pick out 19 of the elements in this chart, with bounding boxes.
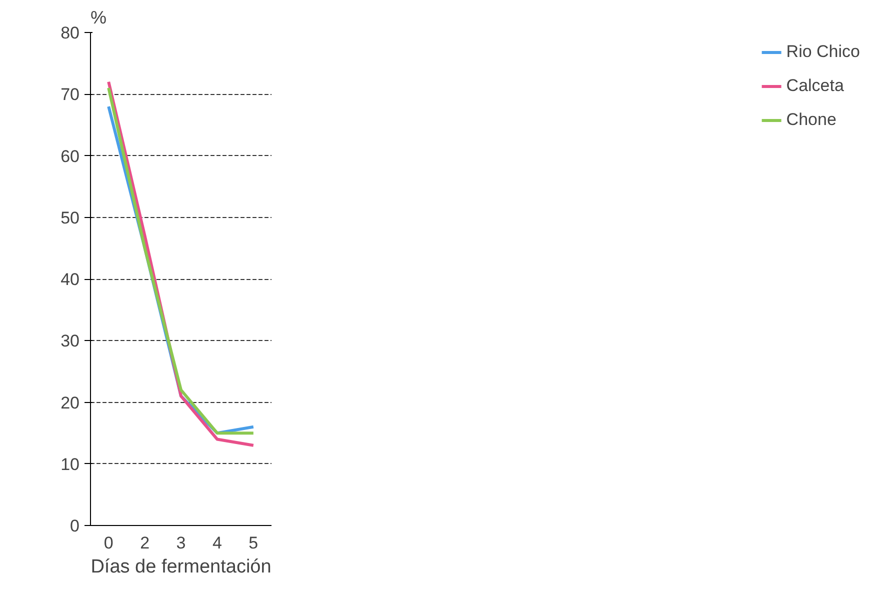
y-tick-label: 10 bbox=[60, 454, 80, 474]
x-tick-label: 2 bbox=[140, 534, 150, 552]
y-tick-label: 40 bbox=[60, 270, 80, 289]
x-tick-label: 5 bbox=[248, 534, 258, 552]
y-tick-label: 80 bbox=[60, 24, 80, 42]
y-tick-label: 70 bbox=[60, 85, 80, 104]
x-tick-label: 3 bbox=[176, 534, 186, 552]
legend-label: Chone bbox=[786, 110, 836, 130]
y-tick-label: 30 bbox=[60, 332, 80, 351]
y-tick-label: 60 bbox=[60, 146, 80, 166]
x-tick-label: 0 bbox=[104, 534, 114, 552]
legend-label: Rio Chico bbox=[786, 42, 860, 62]
x-axis-title: Días de fermentación bbox=[90, 556, 272, 578]
y-tick-label: 20 bbox=[60, 393, 80, 412]
y-tick-label: 0 bbox=[70, 516, 80, 536]
x-tick-label: 4 bbox=[212, 534, 222, 552]
legend-label: Calceta bbox=[786, 76, 844, 96]
y-tick-label: 50 bbox=[60, 208, 80, 228]
y-axis-title: % bbox=[90, 8, 107, 28]
